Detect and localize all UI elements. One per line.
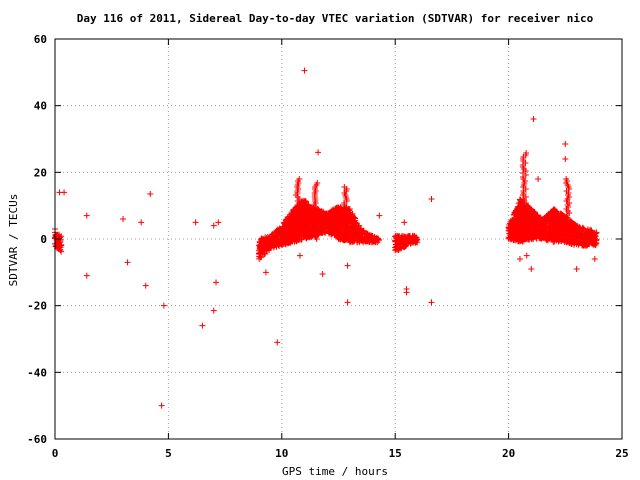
data-point [593,230,600,237]
outlier-point [213,279,220,286]
data-point [414,236,421,243]
x-tick-label: 10 [275,447,288,460]
spike-point [522,218,529,224]
chart-title: Day 116 of 2011, Sidereal Day-to-day VTE… [77,12,594,25]
axis-ticks: 0 5 10 15 20 25 -60 -40 -20 0 20 40 60 [27,33,629,460]
outlier-point [315,149,322,156]
outlier-point [301,67,308,74]
data-point [374,239,381,246]
y-tick-label: 40 [34,100,47,113]
y-tick-label: 20 [34,166,47,179]
y-tick-label: 60 [34,33,47,46]
outlier-point [296,252,303,259]
outlier-point [403,289,410,296]
spike-point [314,180,321,186]
outlier-point [319,271,326,277]
outlier-point [83,272,90,279]
outlier-point [147,191,154,197]
x-tick-label: 25 [615,447,628,460]
data-point [351,214,358,221]
data-point [261,251,268,258]
outlier-point [215,219,222,226]
outlier-point [516,256,523,262]
x-tick-label: 15 [389,447,402,460]
outlier-point [124,259,131,266]
y-tick-label: -40 [27,366,47,379]
data-point [579,224,586,231]
y-tick-label: -60 [27,433,47,446]
outlier-point [428,196,435,202]
data-point [57,237,64,244]
outlier-point [274,339,281,346]
outlier-point [562,156,569,162]
outlier-point [262,269,269,276]
spike-point [563,176,570,182]
outlier-point [528,266,535,272]
outlier-point [61,189,68,196]
outlier-point [376,212,383,219]
outlier-point [199,322,206,329]
outlier-point [83,212,90,219]
data-point [592,233,599,240]
spike-point [296,176,303,182]
data-point [375,236,382,243]
data-point [587,228,594,235]
outlier-point [120,216,127,222]
outlier-point [192,219,199,226]
data-point [302,198,309,205]
outlier-point [523,252,530,259]
outlier-point [344,262,351,269]
outlier-point [344,299,351,306]
outlier-point [535,176,542,182]
data-point [58,241,65,248]
outlier-point [142,282,149,289]
data-point [588,227,595,234]
outlier-point [530,116,537,122]
spike-point [341,184,348,190]
outlier-point [210,307,217,314]
spike-point [522,226,529,232]
spike-point [340,210,347,216]
outlier-point [591,256,598,262]
y-axis-label: SDTVAR / TECUs [7,194,20,287]
y-tick-label: -20 [27,300,47,313]
outlier-point [401,219,408,226]
data-point [58,233,65,240]
outlier-point [160,302,167,309]
outlier-point [210,222,217,229]
data-point [593,240,600,247]
outlier-point [562,141,569,147]
x-tick-label: 5 [165,447,172,460]
outlier-point [428,299,435,306]
outlier-point [158,402,165,409]
x-axis-label: GPS time / hours [282,465,388,478]
data-point [58,248,65,255]
data-point [258,253,265,260]
outlier-point [573,266,580,272]
data-points [52,67,600,409]
y-tick-label: 0 [40,233,47,246]
spike-point [523,150,530,156]
x-tick-label: 0 [52,447,59,460]
outlier-point [138,219,145,226]
x-tick-label: 20 [502,447,515,460]
